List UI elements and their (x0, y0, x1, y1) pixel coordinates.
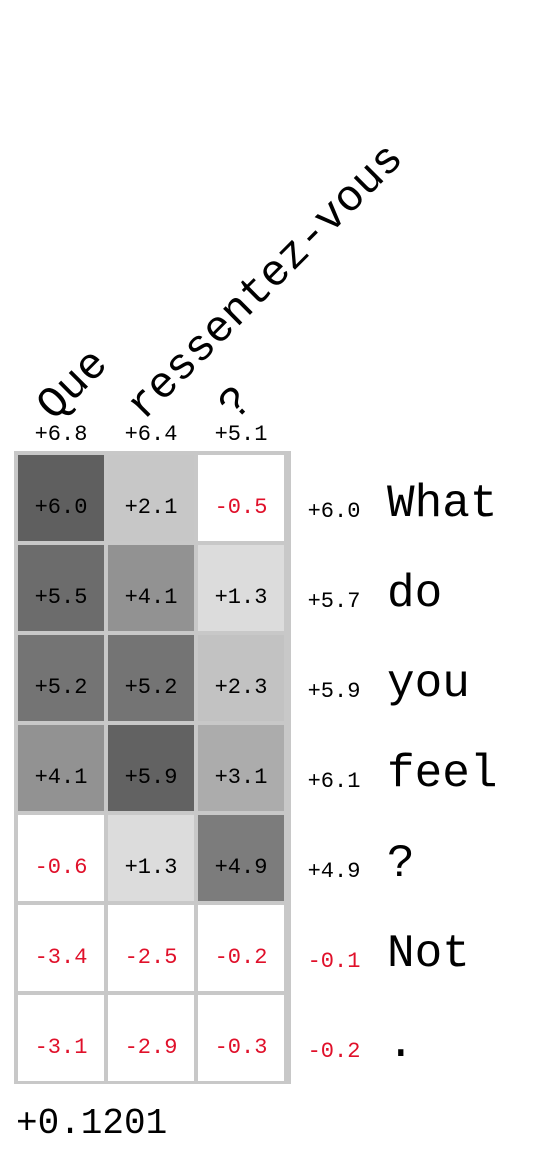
alignment-score: +0.1201 (16, 1103, 168, 1144)
heatmap-cell: -0.3 (198, 995, 284, 1081)
heatmap-cell: -3.1 (18, 995, 104, 1081)
row-word: feel (387, 748, 498, 800)
row-total: -0.1 (307, 949, 361, 974)
heatmap-cell: +4.1 (18, 725, 104, 811)
row-word: What (387, 478, 498, 530)
heatmap-cell: -2.9 (108, 995, 194, 1081)
heatmap-cell: +5.2 (108, 635, 194, 721)
column-total: +5.1 (214, 422, 268, 447)
heatmap-cell: -0.2 (198, 905, 284, 991)
heatmap-cell: +1.3 (198, 545, 284, 631)
heatmap-cell: -0.6 (18, 815, 104, 901)
heatmap-grid: +6.0 +2.1 -0.5 +5.5 +4.1 +1.3 +5.2 +5.2 +2.3 +4.1… (14, 451, 291, 1084)
heatmap-cell: +6.0 (18, 455, 104, 541)
heatmap-cell: +3.1 (198, 725, 284, 811)
column-total: +6.8 (34, 422, 88, 447)
heatmap-cell: +5.9 (108, 725, 194, 811)
row-total: +6.1 (307, 769, 361, 794)
heatmap-cell: +5.2 (18, 635, 104, 721)
row-total: +5.7 (307, 589, 361, 614)
row-word: ? (387, 838, 415, 890)
heatmap-cell: +5.5 (18, 545, 104, 631)
row-word: Not (387, 928, 470, 980)
heatmap-cell: -0.5 (198, 455, 284, 541)
column-word: Que (27, 339, 120, 432)
row-word: do (387, 568, 443, 620)
row-word: . (387, 1018, 415, 1070)
row-word: you (387, 658, 470, 710)
column-total: +6.4 (124, 422, 178, 447)
row-total: -0.2 (307, 1039, 361, 1064)
heatmap-cell: +4.1 (108, 545, 194, 631)
heatmap-cell: -2.5 (108, 905, 194, 991)
heatmap-cell: -3.4 (18, 905, 104, 991)
heatmap-cell: +4.9 (198, 815, 284, 901)
column-word: ressentez-vous (117, 134, 415, 432)
heatmap-cell: +2.1 (108, 455, 194, 541)
heatmap-cell: +1.3 (108, 815, 194, 901)
row-total: +4.9 (307, 859, 361, 884)
row-total: +6.0 (307, 499, 361, 524)
heatmap-cell: +2.3 (198, 635, 284, 721)
row-total: +5.9 (307, 679, 361, 704)
